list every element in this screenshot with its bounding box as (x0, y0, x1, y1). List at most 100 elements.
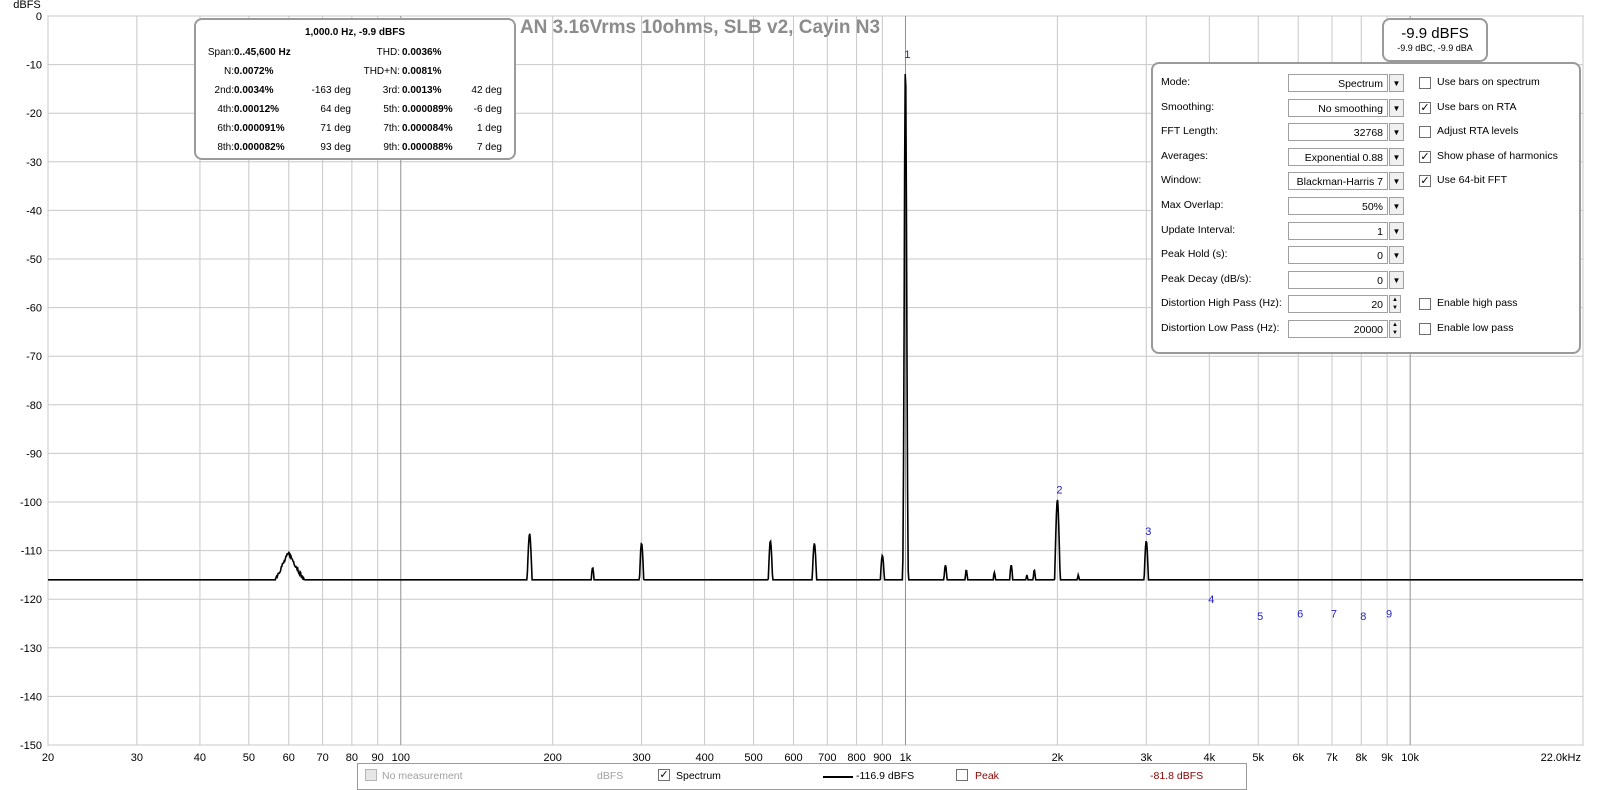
y-tick-label: -30 (26, 157, 42, 169)
setting-label: Update Interval: (1161, 223, 1236, 236)
chart-title: AN 3.16Vrms 10ohms, SLB v2, Cayin N3 (520, 17, 880, 38)
setting-dropdown[interactable]: 0 (1288, 246, 1388, 265)
harmonic-marker-label: 6 (1297, 609, 1303, 621)
y-tick-label: -10 (26, 60, 42, 72)
harmonic-l1: 2nd: (214, 85, 234, 96)
thd-value: 0.0036% (402, 47, 442, 58)
noise-label: N: (224, 66, 234, 77)
thdn-value: 0.0081% (402, 66, 442, 77)
option-checkbox[interactable]: ✓ (1419, 150, 1431, 163)
chevron-down-icon[interactable]: ▼ (1389, 147, 1404, 166)
chevron-down-icon[interactable]: ▼ (1389, 123, 1404, 142)
y-tick-label: -90 (26, 448, 42, 460)
setting-label: Averages: (1161, 149, 1209, 162)
setting-spinner-input[interactable]: 20 (1288, 295, 1388, 314)
y-tick-label: -50 (26, 254, 42, 266)
harmonic-p1: 64 deg (320, 104, 351, 115)
harmonic-v2: 0.000084% (402, 123, 453, 134)
harmonic-v1: 0.00012% (234, 104, 280, 115)
settings-panel: Mode: Spectrum ▼ Smoothing: No smoothing ▼ FFT… (1151, 62, 1581, 354)
setting-spinner-input[interactable]: 20000 (1288, 320, 1388, 338)
harmonic-v1: 0.000082% (234, 142, 285, 153)
setting-dropdown[interactable]: No smoothing (1288, 98, 1388, 117)
x-tick-label: 80 (346, 752, 358, 764)
legend-unit: dBFS (597, 770, 624, 782)
setting-dropdown[interactable]: Blackman-Harris 7 (1288, 172, 1388, 191)
setting-dropdown[interactable]: 50% (1288, 197, 1388, 215)
option-checkbox[interactable]: ✓ (1419, 101, 1431, 114)
x-tick-label: 100 (392, 752, 410, 764)
x-tick-label: 10k (1401, 752, 1419, 764)
harmonic-p1: -163 deg (311, 85, 351, 96)
setting-dropdown[interactable]: 1 (1288, 221, 1388, 240)
harmonic-markers: 1 2 3 4 5 6 7 8 9 (904, 49, 1392, 623)
spinner-arrows-icon[interactable]: ▲ ▼ (1389, 295, 1401, 314)
chevron-down-icon[interactable]: ▼ (1389, 98, 1404, 117)
harmonic-p1: 93 deg (320, 142, 351, 153)
chevron-down-icon[interactable]: ▼ (1389, 221, 1404, 240)
x-tick-label: 600 (784, 752, 802, 764)
harmonic-l1: 8th: (217, 142, 234, 153)
peak-checkbox[interactable] (956, 769, 968, 781)
option-checkbox[interactable] (1419, 77, 1431, 89)
spinner-arrows-icon[interactable]: ▲ ▼ (1389, 320, 1401, 338)
option-checkbox[interactable] (1419, 126, 1431, 139)
no-measurement-label: No measurement (382, 770, 463, 782)
harmonic-marker-label: 4 (1208, 594, 1214, 606)
level-weighted: -9.9 dBC, -9.9 dBA (1397, 43, 1473, 53)
x-tick-label: 50 (243, 752, 255, 764)
x-tick-label: 40 (194, 752, 206, 764)
harmonic-v1: 0.0034% (234, 85, 274, 96)
chevron-down-icon[interactable]: ▼ (1389, 172, 1404, 191)
harmonic-l2: 5th: (383, 104, 400, 115)
y-tick-label: -100 (20, 497, 42, 509)
y-tick-label: -120 (20, 594, 42, 606)
x-tick-label: 7k (1326, 752, 1338, 764)
x-tick-label: 22.0kHz (1541, 752, 1581, 764)
x-tick-label: 800 (847, 752, 865, 764)
setting-dropdown[interactable]: Spectrum (1288, 74, 1388, 92)
option-label: Use bars on spectrum (1437, 76, 1540, 88)
setting-label: Peak Decay (dB/s): (1161, 272, 1252, 285)
setting-label: Peak Hold (s): (1161, 248, 1228, 261)
x-tick-label: 700 (818, 752, 836, 764)
chevron-down-icon[interactable]: ▼ (1389, 246, 1404, 265)
no-measurement-checkbox[interactable] (365, 769, 377, 781)
setting-label: Max Overlap: (1161, 199, 1224, 211)
harmonic-marker-label: 9 (1386, 609, 1392, 621)
harmonic-v2: 0.000088% (402, 142, 453, 153)
option-label: Adjust RTA levels (1437, 125, 1519, 138)
harmonic-marker-label: 8 (1360, 611, 1366, 623)
harmonic-marker-label: 1 (904, 49, 910, 61)
option-checkbox[interactable] (1419, 323, 1431, 335)
x-tick-label: 1k (900, 752, 912, 764)
spectrum-swatch (823, 776, 853, 778)
option-checkbox[interactable]: ✓ (1419, 175, 1431, 188)
harmonic-marker-label: 5 (1257, 611, 1263, 623)
thd-label: THD: (376, 47, 400, 58)
option-checkbox[interactable] (1419, 298, 1431, 311)
peak-value: -81.8 dBFS (1150, 770, 1204, 782)
x-tick-label: 4k (1204, 752, 1216, 764)
setting-dropdown[interactable]: Exponential 0.88 (1288, 147, 1388, 166)
setting-label: Distortion Low Pass (Hz): (1161, 322, 1280, 334)
thdn-label: THD+N: (363, 66, 400, 77)
setting-dropdown[interactable]: 0 (1288, 270, 1388, 289)
chevron-down-icon[interactable]: ▼ (1389, 270, 1404, 289)
chevron-down-icon[interactable]: ▼ (1389, 74, 1404, 92)
legend-bar: No measurement dBFS ✓ Spectrum -116.9 dB… (357, 763, 1247, 790)
harmonic-p2: 42 deg (471, 85, 502, 96)
level-main: -9.9 dBFS (1401, 25, 1469, 42)
x-tick-label: 30 (131, 752, 143, 764)
chevron-down-icon[interactable]: ▼ (1389, 197, 1404, 215)
spectrum-checkbox[interactable]: ✓ (658, 769, 670, 781)
x-tick-label: 70 (316, 752, 328, 764)
y-tick-label: -80 (26, 400, 42, 412)
setting-dropdown[interactable]: 32768 (1288, 123, 1388, 142)
harmonic-l1: 4th: (217, 104, 234, 115)
spectrum-trace (48, 74, 1583, 581)
harmonic-v2: 0.000089% (402, 104, 453, 115)
y-tick-label: -140 (20, 691, 42, 703)
level-readout: -9.9 dBFS -9.9 dBC, -9.9 dBA (1382, 18, 1488, 62)
harmonic-p2: 1 deg (476, 123, 502, 134)
